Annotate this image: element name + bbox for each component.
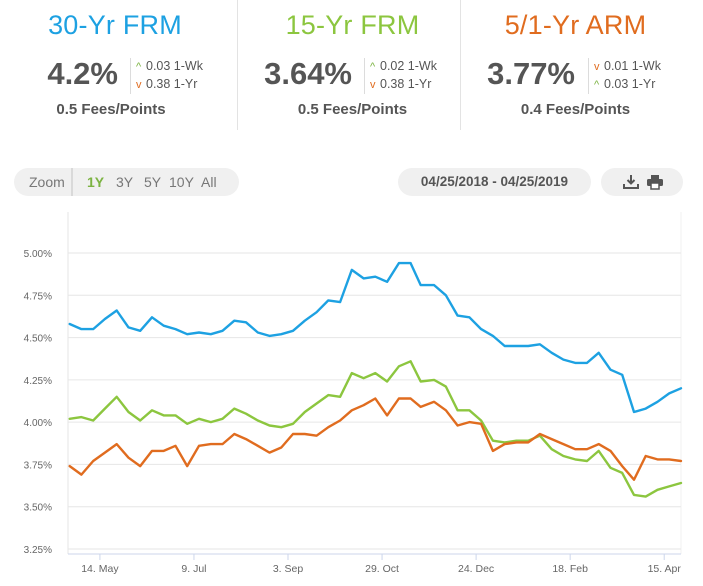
date-range-picker[interactable]: 04/25/2018 - 04/25/2019 <box>398 168 591 196</box>
x-tick-label: 18. Feb <box>552 563 588 575</box>
arrow-up-icon: ^ <box>370 61 376 73</box>
chart-grid <box>67 212 682 554</box>
zoom-label: Zoom <box>29 174 65 190</box>
change-1wk: v 0.01 1-Wk <box>594 58 661 76</box>
download-icon[interactable] <box>622 174 640 190</box>
series-line-15yr <box>68 360 683 498</box>
zoom-10y-button[interactable]: 10Y <box>169 174 194 190</box>
y-tick-label: 3.75% <box>24 460 52 471</box>
arrow-down-icon: v <box>136 79 142 91</box>
arrow-up-icon: ^ <box>136 61 142 73</box>
zoom-5y-button[interactable]: 5Y <box>144 174 162 190</box>
arrow-down-icon: v <box>370 79 376 91</box>
arrow-up-icon: ^ <box>594 79 600 91</box>
x-tick-label: 3. Sep <box>273 563 304 575</box>
zoom-divider <box>71 168 73 196</box>
y-tick-label: 3.50% <box>24 503 52 514</box>
change-1wk-text: 0.01 1-Wk <box>604 59 661 73</box>
change-1yr: v 0.38 1-Yr <box>136 76 203 94</box>
change-1yr: v 0.38 1-Yr <box>370 76 437 94</box>
x-tick-label: 29. Oct <box>365 563 399 575</box>
rate-5-1-arm: 5/1-Yr ARM 3.77% v 0.01 1-Wk ^ 0.03 1-Yr 0… <box>460 0 690 130</box>
y-tick-label: 4.00% <box>24 418 52 429</box>
y-tick-label: 3.25% <box>24 545 52 556</box>
rate-fees: 0.5 Fees/Points <box>297 101 408 118</box>
zoom-all-button[interactable]: All <box>201 174 217 190</box>
change-1wk: ^ 0.03 1-Wk <box>136 58 203 76</box>
rate-fees: 0.4 Fees/Points <box>520 101 631 118</box>
series-line-arm <box>68 397 683 481</box>
rate-title: 15-Yr FRM <box>285 10 420 40</box>
rate-summary: 30-Yr FRM 4.2% ^ 0.03 1-Wk v 0.38 1-Yr 0.5… <box>0 0 703 140</box>
print-icon[interactable] <box>646 174 664 190</box>
x-axis: 14. May 9. Jul 3. Sep 29. Oct 24. Dec 18. Feb… <box>68 553 682 575</box>
rate-changes: ^ 0.02 1-Wk v 0.38 1-Yr <box>364 58 437 94</box>
rate-title: 5/1-Yr ARM <box>504 10 647 40</box>
y-axis: 5.00% 4.75% 4.50% 4.25% 4.00% 3.75% 3.50% 3.25% <box>24 249 52 556</box>
change-1yr: ^ 0.03 1-Yr <box>594 76 661 94</box>
rate-title: 30-Yr FRM <box>48 10 182 40</box>
change-1yr-text: 0.03 1-Yr <box>604 77 656 91</box>
x-tick-label: 24. Dec <box>458 563 494 575</box>
rate-history-chart: 5.00% 4.75% 4.50% 4.25% 4.00% 3.75% 3.50% 3.25%… <box>24 212 683 575</box>
change-1wk: ^ 0.02 1-Wk <box>370 58 437 76</box>
series-line-30yr <box>68 261 683 414</box>
rate-fees: 0.5 Fees/Points <box>56 101 166 118</box>
zoom-1y-button[interactable]: 1Y <box>87 174 105 190</box>
y-tick-label: 4.75% <box>24 291 52 302</box>
rate-changes: v 0.01 1-Wk ^ 0.03 1-Yr <box>588 58 661 94</box>
zoom-3y-button[interactable]: 3Y <box>116 174 134 190</box>
y-tick-label: 5.00% <box>24 249 52 260</box>
change-1wk-text: 0.02 1-Wk <box>380 59 437 73</box>
rate-changes: ^ 0.03 1-Wk v 0.38 1-Yr <box>130 58 203 94</box>
chart-series <box>68 261 683 498</box>
y-tick-label: 4.50% <box>24 334 52 345</box>
change-1yr-text: 0.38 1-Yr <box>146 77 198 91</box>
rate-30yr-frm: 30-Yr FRM 4.2% ^ 0.03 1-Wk v 0.38 1-Yr 0.5… <box>0 0 230 130</box>
rate-15yr-frm: 15-Yr FRM 3.64% ^ 0.02 1-Wk v 0.38 1-Yr 0.… <box>237 0 467 130</box>
x-tick-label: 15. Apr <box>648 563 682 575</box>
x-tick-label: 14. May <box>81 563 119 575</box>
chart-tools <box>601 168 683 196</box>
arrow-down-icon: v <box>594 61 600 73</box>
rate-value: 3.77% <box>487 56 575 91</box>
x-tick-label: 9. Jul <box>181 563 206 575</box>
y-tick-label: 4.25% <box>24 376 52 387</box>
rate-value: 4.2% <box>47 56 118 91</box>
change-1wk-text: 0.03 1-Wk <box>146 59 203 73</box>
rate-value: 3.64% <box>264 56 352 91</box>
zoom-selector: Zoom 1Y 3Y 5Y 10Y All <box>14 168 239 196</box>
change-1yr-text: 0.38 1-Yr <box>380 77 432 91</box>
